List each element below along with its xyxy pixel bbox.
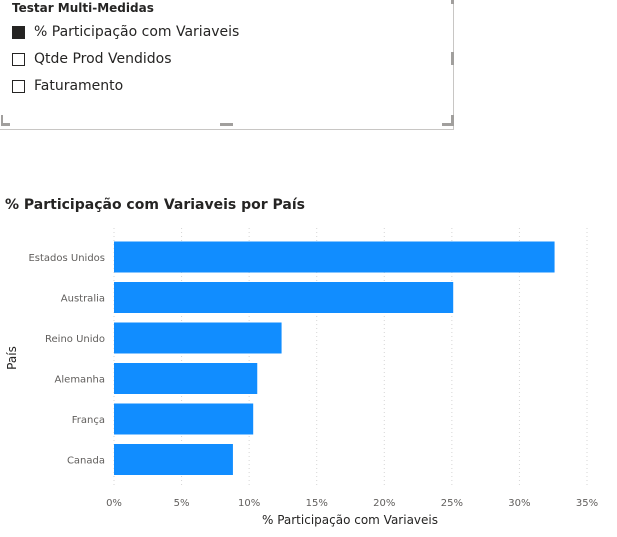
x-tick-label: 0% xyxy=(106,498,122,509)
category-label: Australia xyxy=(61,294,105,305)
slicer-option-label: Faturamento xyxy=(34,78,124,94)
bar[interactable] xyxy=(114,444,233,475)
slicer-option-participacao[interactable]: % Participação com Variaveis xyxy=(12,24,239,40)
resize-handle[interactable] xyxy=(220,123,233,126)
chart-title: % Participação com Variaveis por País xyxy=(5,197,305,213)
resize-handle[interactable] xyxy=(442,123,454,126)
x-tick-label: 15% xyxy=(306,498,328,509)
x-tick-label: 25% xyxy=(441,498,463,509)
category-label: Alemanha xyxy=(55,375,105,386)
slicer-option-qtde[interactable]: Qtde Prod Vendidos xyxy=(12,51,172,67)
resize-handle[interactable] xyxy=(451,52,454,65)
slicer-option-faturamento[interactable]: Faturamento xyxy=(12,78,123,94)
x-tick-label: 30% xyxy=(508,498,530,509)
x-tick-label: 10% xyxy=(238,498,260,509)
bar[interactable] xyxy=(114,403,254,435)
x-tick-label: 20% xyxy=(373,498,395,509)
checkbox-checked[interactable] xyxy=(12,25,25,39)
bars xyxy=(114,241,555,475)
slicer-option-label: Qtde Prod Vendidos xyxy=(34,51,172,67)
category-label: Reino Unido xyxy=(45,334,105,345)
resize-handle[interactable] xyxy=(1,123,10,126)
slicer-title: Testar Multi-Medidas xyxy=(12,1,154,15)
bar[interactable] xyxy=(114,363,258,394)
checkbox-unchecked[interactable] xyxy=(12,52,25,66)
bar[interactable] xyxy=(114,282,454,313)
resize-handle[interactable] xyxy=(451,115,454,126)
x-tick-label: 35% xyxy=(576,498,598,509)
bar[interactable] xyxy=(114,241,555,273)
resize-handle[interactable] xyxy=(451,0,454,4)
bar[interactable] xyxy=(114,322,282,354)
category-labels: Estados Unidos Australia Reino Unido Aleman… xyxy=(28,253,105,467)
x-tick-labels: 0% 5% 10% 15% 20% 25% 30% 35% xyxy=(106,498,598,509)
slicer-option-label: % Participação com Variaveis xyxy=(34,24,240,40)
category-label: Canada xyxy=(67,456,105,467)
multi-measure-slicer[interactable] xyxy=(0,0,454,130)
category-label: Estados Unidos xyxy=(28,253,105,264)
category-label: França xyxy=(72,415,105,426)
resize-handle[interactable] xyxy=(1,115,3,126)
y-axis-title: País xyxy=(5,346,19,370)
x-axis-title: % Participação com Variaveis xyxy=(262,513,438,527)
x-tick-label: 5% xyxy=(174,498,190,509)
gridlines xyxy=(113,228,588,486)
checkbox-unchecked[interactable] xyxy=(12,79,25,93)
